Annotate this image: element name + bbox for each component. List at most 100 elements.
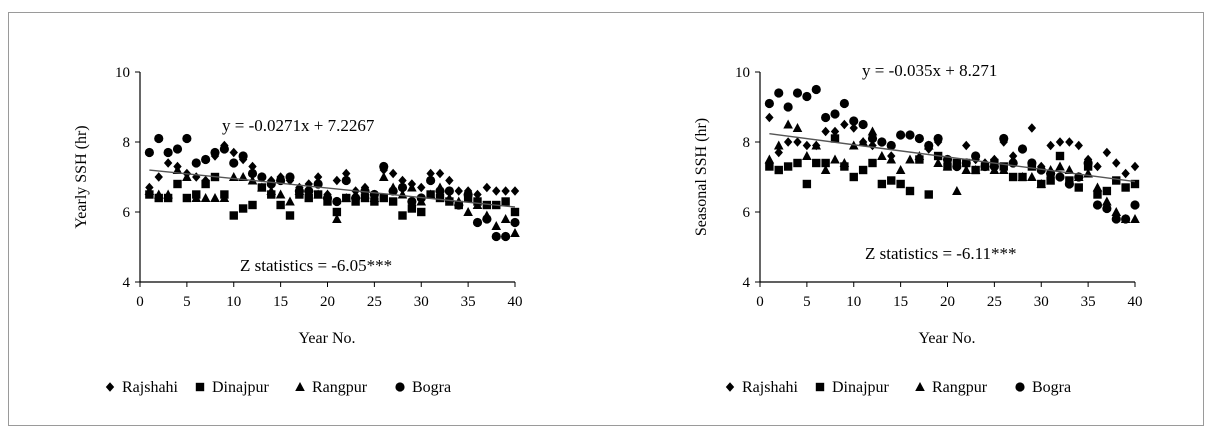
yearly-point-bogra (341, 175, 351, 186)
yearly-point-dinajpur (229, 211, 238, 220)
seasonal-y-tick-label: 8 (743, 135, 751, 151)
yearly-point-dinajpur (304, 193, 313, 203)
yearly-point-bogra (182, 133, 192, 144)
yearly-marks: 0 5 10 15 20 25 30 35 40 4 6 8 10 (115, 65, 523, 310)
seasonal-point-bogra (1130, 200, 1140, 210)
yearly-point-rangpur (425, 189, 436, 199)
seasonal-point-rajshahi (1121, 168, 1130, 179)
yearly-point-rangpur (163, 189, 173, 199)
seasonal-legend-marker-dinajpur (815, 382, 825, 392)
seasonal-legend-label-rajshahi: Rajshahi (742, 379, 799, 396)
seasonal-point-dinajpur (802, 179, 812, 189)
seasonal-point-bogra (783, 102, 793, 112)
yearly-point-bogra (407, 196, 417, 207)
seasonal-point-bogra (877, 137, 887, 147)
yearly-point-rangpur (313, 189, 323, 199)
yearly-point-rangpur (172, 165, 183, 174)
yearly-legend-label-dinajpur: Dinajpur (212, 379, 270, 396)
yearly-x-tick-label: 10 (226, 294, 241, 310)
yearly-point-rajshahi (342, 168, 351, 179)
yearly-legend-marker-bogra (395, 382, 405, 392)
seasonal-point-dinajpur (765, 162, 774, 171)
yearly-point-bogra (266, 179, 276, 189)
seasonal-y-tick-label: 4 (743, 275, 751, 291)
yearly-x-axis-title: Year No. (298, 330, 355, 347)
seasonal-point-bogra (1064, 179, 1074, 189)
yearly-point-dinajpur (407, 204, 417, 213)
seasonal-trend-equation: y = -0.035x + 8.271 (862, 61, 997, 80)
seasonal-y-tick-label: 10 (735, 65, 750, 81)
yearly-point-rajshahi (426, 168, 435, 179)
seasonal-point-rangpur (1102, 196, 1112, 206)
yearly-point-rangpur (378, 172, 389, 181)
yearly-trend-line (149, 169, 516, 208)
seasonal-point-rangpur (914, 151, 925, 160)
seasonal-point-rangpur (895, 165, 906, 174)
seasonal-point-rangpur (886, 154, 897, 164)
yearly-x-tick-label: 40 (508, 294, 523, 310)
yearly-legend-label-rajshahi: Rajshahi (122, 379, 179, 396)
seasonal-point-rajshahi (840, 119, 849, 130)
seasonal-point-dinajpur (877, 179, 887, 189)
yearly-point-dinajpur (417, 207, 426, 217)
yearly-point-rajshahi (313, 172, 323, 182)
seasonal-x-tick-label: 10 (846, 294, 861, 310)
seasonal-point-bogra (1092, 200, 1103, 210)
yearly-x-tick-label: 15 (273, 294, 288, 310)
yearly-point-dinajpur (276, 200, 285, 210)
seasonal-x-tick-label: 25 (987, 294, 1002, 310)
seasonal-point-bogra (1083, 158, 1093, 168)
seasonal-point-bogra (896, 130, 906, 140)
seasonal-point-rangpur (961, 165, 972, 174)
yearly-point-rajshahi (398, 175, 407, 186)
seasonal-point-bogra (849, 116, 859, 126)
seasonal-point-bogra (811, 84, 821, 95)
yearly-y-tick-label: 6 (123, 205, 131, 221)
seasonal-point-rangpur (998, 165, 1009, 174)
yearly-point-rangpur (332, 214, 342, 223)
yearly-point-rajshahi (473, 189, 482, 200)
seasonal-point-bogra (914, 133, 924, 144)
seasonal-point-rangpur (830, 154, 840, 164)
yearly-point-bogra (154, 133, 164, 144)
seasonal-point-rajshahi (868, 140, 877, 151)
seasonal-legend-marker-rangpur (915, 382, 925, 391)
yearly-legend-marker-rangpur (295, 382, 305, 391)
yearly-point-bogra (322, 193, 333, 203)
seasonal-point-dinajpur (1074, 183, 1083, 192)
seasonal-legend-label-rangpur: Rangpur (932, 379, 988, 396)
seasonal-point-rangpur (858, 137, 868, 146)
yearly-point-dinajpur (182, 193, 192, 203)
seasonal-point-rajshahi (783, 137, 793, 147)
yearly-point-bogra (191, 158, 201, 168)
seasonal-point-bogra (971, 151, 981, 161)
seasonal-point-rajshahi (830, 126, 840, 137)
seasonal-point-dinajpur (793, 158, 802, 168)
seasonal-legend-label-dinajpur: Dinajpur (832, 379, 890, 396)
seasonal-point-rangpur (1064, 165, 1075, 174)
seasonal-ssh-chart: 0 5 10 15 20 25 30 35 40 4 6 8 10 y = -0.035x + 8.27… (693, 61, 1143, 396)
yearly-point-rajshahi (454, 186, 463, 196)
yearly-point-rangpur (144, 186, 155, 195)
seasonal-point-dinajpur (1102, 186, 1112, 196)
seasonal-point-dinajpur (1008, 172, 1018, 182)
seasonal-legend: Rajshahi Dinajpur Rangpur Bogra (725, 379, 1071, 396)
seasonal-point-rajshahi (1065, 137, 1074, 147)
yearly-point-bogra (238, 151, 248, 161)
seasonal-point-bogra (839, 98, 849, 109)
yearly-point-rangpur (191, 193, 202, 202)
yearly-point-bogra (172, 144, 183, 154)
seasonal-point-bogra (858, 119, 868, 130)
seasonal-point-dinajpur (1093, 190, 1102, 199)
yearly-point-rangpur (500, 214, 511, 223)
yearly-point-bogra (397, 182, 408, 193)
yearly-point-rangpur (275, 189, 286, 199)
seasonal-point-dinajpur (849, 172, 858, 182)
seasonal-point-rangpur (764, 154, 775, 164)
seasonal-point-dinajpur (774, 165, 783, 175)
yearly-point-rangpur (210, 193, 220, 202)
yearly-point-rangpur (407, 182, 417, 192)
seasonal-point-rangpur (839, 158, 850, 167)
yearly-point-rangpur (228, 172, 239, 181)
yearly-point-bogra (472, 217, 483, 228)
